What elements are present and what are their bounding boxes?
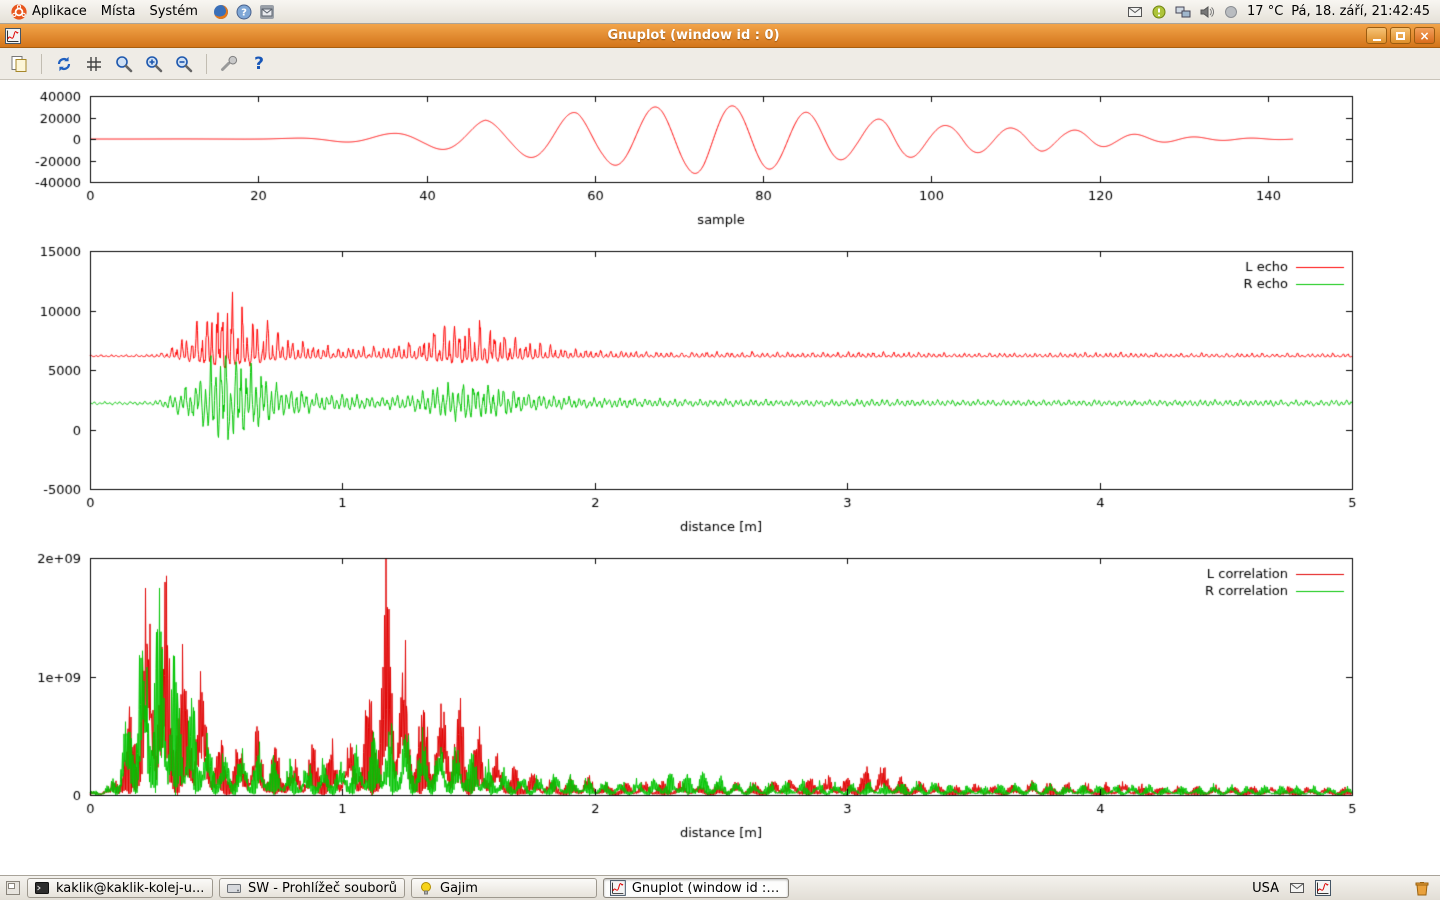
toolbar-separator bbox=[41, 53, 42, 74]
temperature-label: 17 °C bbox=[1247, 4, 1284, 19]
help-launcher-icon[interactable]: ? bbox=[236, 4, 252, 20]
toolbar-separator bbox=[206, 53, 207, 74]
taskbar-item-gajim[interactable]: Gajim bbox=[411, 878, 597, 898]
menu-applications[interactable]: Aplikace bbox=[4, 2, 94, 22]
show-desktop-icon[interactable] bbox=[5, 880, 21, 896]
plot-area bbox=[0, 80, 1440, 875]
help-icon: ? bbox=[254, 53, 264, 74]
taskbar: kaklik@kaklik-kolej-u... SW - Prohlížeč … bbox=[0, 875, 1440, 900]
panel-launchers: ? bbox=[213, 4, 275, 20]
charts-canvas[interactable] bbox=[0, 80, 1440, 875]
mail-tray-icon[interactable] bbox=[1289, 880, 1305, 896]
chart-tray-icon[interactable] bbox=[1315, 880, 1331, 896]
copy-icon bbox=[11, 55, 27, 72]
window-controls: × bbox=[1366, 27, 1435, 44]
menu-places-label: Místa bbox=[100, 4, 136, 19]
minimize-icon bbox=[1372, 39, 1381, 41]
zoom-out-button[interactable] bbox=[171, 51, 197, 77]
menu-system[interactable]: Systém bbox=[142, 2, 204, 21]
mail-launcher-icon[interactable] bbox=[259, 4, 275, 20]
minimize-button[interactable] bbox=[1366, 27, 1387, 44]
window-title: Gnuplot (window id : 0) bbox=[607, 28, 780, 43]
file-manager-icon bbox=[227, 884, 241, 893]
taskbar-item-label: Gajim bbox=[440, 880, 478, 896]
grid-button[interactable] bbox=[81, 51, 107, 77]
panel-status-area: 17 °C Pá, 18. září, 21:42:45 bbox=[1127, 4, 1436, 20]
weather-icon[interactable] bbox=[1223, 4, 1239, 20]
terminal-icon bbox=[35, 882, 49, 894]
volume-icon[interactable] bbox=[1199, 4, 1215, 20]
maximize-button[interactable] bbox=[1390, 27, 1411, 44]
taskbar-item-file-manager[interactable]: SW - Prohlížeč souborů bbox=[219, 878, 405, 898]
zoom-previous-icon bbox=[116, 55, 133, 72]
grid-icon bbox=[87, 56, 101, 71]
help-button[interactable]: ? bbox=[246, 51, 272, 77]
wrench-icon bbox=[221, 55, 238, 71]
firefox-icon[interactable] bbox=[213, 4, 229, 20]
window-titlebar[interactable]: Gnuplot (window id : 0) × bbox=[0, 24, 1440, 48]
copy-button[interactable] bbox=[6, 51, 32, 77]
taskbar-item-label: SW - Prohlížeč souborů bbox=[248, 880, 398, 896]
close-button[interactable]: × bbox=[1414, 27, 1435, 44]
taskbar-item-label: Gnuplot (window id : 0) bbox=[631, 880, 782, 896]
update-notifier-icon[interactable] bbox=[1151, 4, 1167, 20]
ubuntu-logo-icon bbox=[11, 3, 27, 20]
top-panel: Aplikace Místa Systém ? 17 °C Pá, 18. zá… bbox=[0, 0, 1440, 24]
taskbar-item-terminal[interactable]: kaklik@kaklik-kolej-u... bbox=[27, 878, 213, 898]
replot-button[interactable] bbox=[51, 51, 77, 77]
menu-applications-label: Aplikace bbox=[32, 4, 87, 19]
maximize-icon bbox=[1396, 31, 1405, 40]
clock[interactable]: Pá, 18. září, 21:42:45 bbox=[1291, 4, 1430, 19]
taskbar-item-gnuplot[interactable]: Gnuplot (window id : 0) bbox=[603, 878, 789, 898]
zoom-in-icon bbox=[146, 55, 163, 72]
svg-text:?: ? bbox=[241, 7, 247, 18]
taskbar-right: USA bbox=[1252, 879, 1435, 897]
network-icon[interactable] bbox=[1175, 4, 1191, 20]
config-button[interactable] bbox=[216, 51, 242, 77]
mail-notification-icon[interactable] bbox=[1127, 4, 1143, 20]
taskbar-item-label: kaklik@kaklik-kolej-u... bbox=[56, 880, 205, 896]
gajim-icon bbox=[421, 882, 431, 895]
gnuplot-window-icon bbox=[5, 27, 21, 44]
replot-icon bbox=[57, 56, 71, 71]
keyboard-layout-indicator[interactable]: USA bbox=[1252, 880, 1279, 896]
zoom-previous-button[interactable] bbox=[111, 51, 137, 77]
menu-places[interactable]: Místa bbox=[94, 2, 143, 21]
gnuplot-icon bbox=[610, 880, 626, 896]
trash-icon[interactable] bbox=[1413, 879, 1431, 897]
window-toolbar: ? bbox=[0, 48, 1440, 80]
zoom-in-button[interactable] bbox=[141, 51, 167, 77]
zoom-out-icon bbox=[176, 55, 193, 72]
menu-system-label: Systém bbox=[149, 4, 198, 19]
